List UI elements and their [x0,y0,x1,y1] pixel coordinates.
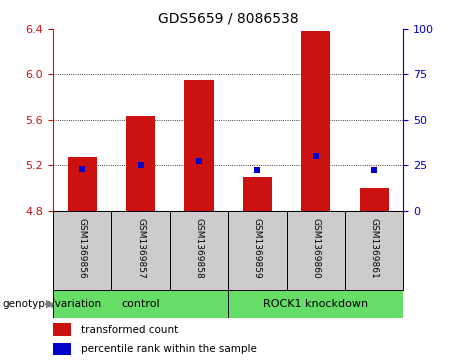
Text: GSM1369858: GSM1369858 [195,219,203,279]
Bar [53,323,71,336]
Text: GSM1369857: GSM1369857 [136,219,145,279]
Text: percentile rank within the sample: percentile rank within the sample [81,344,257,354]
Bar [360,188,389,211]
Bar [301,31,331,211]
Bar [287,211,345,290]
Bar [53,290,228,318]
Text: transformed count: transformed count [81,325,178,335]
Title: GDS5659 / 8086538: GDS5659 / 8086538 [158,11,299,25]
Bar [228,211,287,290]
Text: GSM1369859: GSM1369859 [253,219,262,279]
Bar [68,157,97,211]
Bar [53,211,112,290]
Text: ▶: ▶ [46,299,54,309]
Bar [184,80,213,211]
Bar [345,211,403,290]
Text: ROCK1 knockdown: ROCK1 knockdown [263,299,368,309]
Text: control: control [121,299,160,309]
Bar [112,211,170,290]
Text: genotype/variation: genotype/variation [2,299,101,309]
Text: GSM1369856: GSM1369856 [78,219,87,279]
Bar [53,343,71,355]
Text: GSM1369861: GSM1369861 [370,219,378,279]
Bar [170,211,228,290]
Text: GSM1369860: GSM1369860 [311,219,320,279]
Bar [228,290,403,318]
Bar [243,176,272,211]
Bar [126,117,155,211]
